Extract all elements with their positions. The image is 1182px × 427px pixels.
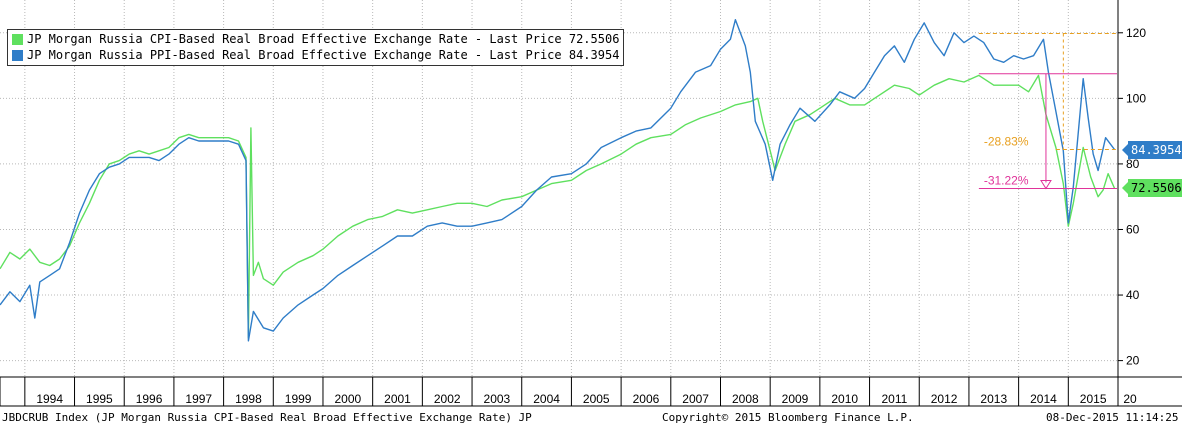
drawdown-arrow-cpi xyxy=(1040,180,1052,190)
x-tick-label: 1997 xyxy=(185,392,212,406)
x-tick-label: 1996 xyxy=(136,392,163,406)
annotation-layer: -28.83% -31.22% xyxy=(978,32,1118,190)
series-line-cpi xyxy=(0,74,1116,339)
x-tick-label: 2002 xyxy=(434,392,461,406)
x-tick-label: 1995 xyxy=(86,392,113,406)
x-tick-label: 2001 xyxy=(384,392,411,406)
x-tick-label: 1994 xyxy=(36,392,63,406)
x-tick-label: 1998 xyxy=(235,392,262,406)
x-tick-label: 2014 xyxy=(1030,392,1057,406)
legend-swatch-ppi xyxy=(12,49,23,61)
x-tick-label: 2006 xyxy=(633,392,660,406)
chart-footer: JBDCRUB Index (JP Morgan Russia CPI-Base… xyxy=(0,408,1182,427)
x-tick-label: 2004 xyxy=(533,392,560,406)
series-line-ppi xyxy=(0,19,1116,342)
y-tick-label: 60 xyxy=(1126,222,1140,236)
x-tick-label: 20 xyxy=(1123,392,1137,406)
legend-entry-cpi: JP Morgan Russia CPI-Based Real Broad Ef… xyxy=(12,31,619,47)
drawdown-label-cpi: -31.22% xyxy=(984,174,1029,188)
x-tick-label: 2008 xyxy=(732,392,759,406)
x-tick-label: 2013 xyxy=(980,392,1007,406)
footer-copyright: Copyright© 2015 Bloomberg Finance L.P. xyxy=(662,411,914,424)
x-tick-label: 2010 xyxy=(831,392,858,406)
y-tick-label: 20 xyxy=(1126,354,1140,368)
footer-index-description: JBDCRUB Index (JP Morgan Russia CPI-Base… xyxy=(2,411,532,424)
chart-legend: JP Morgan Russia CPI-Based Real Broad Ef… xyxy=(7,29,625,66)
y-tick-label: 100 xyxy=(1126,91,1146,105)
x-tick-label: 2003 xyxy=(484,392,511,406)
series-layer xyxy=(0,19,1116,342)
legend-entry-ppi: JP Morgan Russia PPI-Based Real Broad Ef… xyxy=(12,47,619,63)
x-tick-label: 2011 xyxy=(881,392,907,406)
y-tick-label: 40 xyxy=(1126,288,1140,302)
price-tag-cpi: 72.5506 xyxy=(1122,179,1182,198)
price-tag-ppi-value: 84.3954 xyxy=(1131,142,1182,157)
y-tick-label: 120 xyxy=(1126,26,1146,40)
x-tick-label: 2009 xyxy=(782,392,809,406)
legend-swatch-cpi xyxy=(12,33,23,45)
x-tick-label: 2015 xyxy=(1080,392,1107,406)
x-tick-label: 2012 xyxy=(931,392,958,406)
x-tick-label: 1999 xyxy=(285,392,312,406)
footer-timestamp: 08-Dec-2015 11:14:25 xyxy=(1046,411,1179,424)
legend-label-ppi: JP Morgan Russia PPI-Based Real Broad Ef… xyxy=(27,48,620,62)
drawdown-label-ppi: -28.83% xyxy=(984,134,1029,148)
legend-label-cpi: JP Morgan Russia CPI-Based Real Broad Ef… xyxy=(27,32,620,46)
y-tick-label: 80 xyxy=(1126,157,1140,171)
x-tick-label: 2007 xyxy=(682,392,709,406)
price-tag-ppi: 84.3954 xyxy=(1122,140,1182,159)
price-tag-cpi-value: 72.5506 xyxy=(1131,181,1182,196)
x-tick-label: 2005 xyxy=(583,392,610,406)
x-tick-label: 2000 xyxy=(334,392,361,406)
axis-layer: 20 40 60 80 100 120 1994 1995 1996 1997 1998 1999 20… xyxy=(0,0,1182,407)
